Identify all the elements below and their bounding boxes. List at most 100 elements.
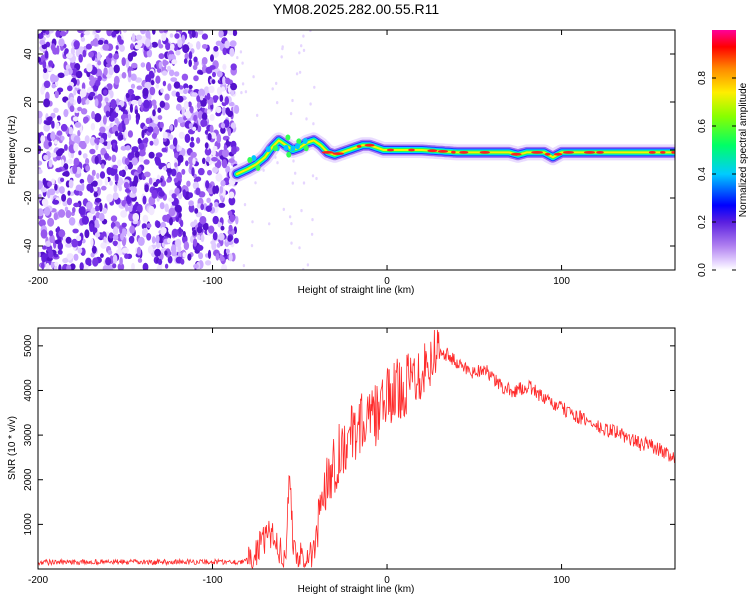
spectrogram-noise-blob	[152, 109, 156, 117]
spectrogram-noise-blob	[228, 30, 233, 36]
spectrogram-faint-point	[302, 181, 306, 185]
spectrogram-noise-blob	[183, 58, 188, 64]
spectrogram-noise-blob	[224, 96, 229, 105]
spectrogram-xtick-label: 100	[553, 276, 570, 287]
spectrogram-faint-point	[276, 161, 279, 165]
spectrogram-noise-blob	[216, 70, 223, 78]
spectrogram-noise-blob	[99, 137, 105, 144]
spectrogram-noise-blob	[194, 208, 199, 214]
spectrogram-noise-blob	[88, 75, 95, 81]
spectrogram-noise-blob	[196, 101, 201, 110]
spectrogram-noise-blob	[151, 132, 157, 139]
spectrogram-signal-blob	[272, 145, 278, 152]
spectrogram-peak-spot	[356, 145, 362, 148]
spectrogram-noise-blob	[60, 123, 68, 132]
spectrogram-noise-blob	[85, 43, 92, 50]
spectrogram-noise-blob	[166, 168, 173, 174]
spectrogram-noise-blob	[173, 197, 179, 207]
spectrogram-faint-point	[282, 207, 285, 211]
spectrogram-noise-blob	[52, 47, 59, 55]
snr-xtick-label: 0	[384, 575, 390, 586]
spectrogram-faint-point	[250, 244, 254, 248]
spectrogram-noise-blob	[70, 47, 75, 55]
spectrogram-noise-blob	[225, 107, 231, 116]
spectrogram-noise-blob	[170, 43, 175, 50]
snr-ytick-label: 4000	[23, 379, 34, 402]
spectrogram-faint-point	[309, 102, 312, 106]
spectrogram-noise-blob	[174, 187, 180, 195]
spectrogram-noise-blob	[43, 67, 48, 73]
spectrogram-noise-blob	[73, 142, 79, 152]
spectrogram-noise-blob	[111, 111, 119, 118]
spectrogram-noise-blob	[206, 92, 211, 101]
spectrogram-noise-blob	[215, 106, 222, 114]
spectrogram-peak-spot	[332, 152, 345, 156]
spectrogram-noise-blob	[164, 250, 168, 256]
spectrogram-noise-blob	[198, 110, 203, 120]
spectrogram-noise-blob	[212, 166, 219, 174]
spectrogram-noise-blob	[190, 151, 197, 158]
spectrogram-noise-blob	[58, 186, 65, 194]
spectrogram-noise-blob	[177, 39, 183, 48]
spectrogram-xlabel: Height of straight line (km)	[298, 285, 415, 296]
spectrogram-noise-blob	[92, 257, 99, 267]
spectrogram-noise-blob	[178, 212, 182, 218]
spectrogram-noise-blob	[124, 117, 130, 125]
spectrogram-noise-blob	[195, 176, 202, 182]
spectrogram-noise-blob	[127, 206, 133, 213]
spectrogram-noise-blob	[181, 73, 189, 81]
spectrogram-noise-blob	[58, 264, 62, 270]
spectrogram-noise-blob	[73, 89, 77, 96]
spectrogram-noise-blob	[227, 235, 233, 242]
spectrogram-noise-blob	[117, 35, 122, 43]
spectrogram-noise-blob	[153, 137, 159, 146]
spectrogram-noise-blob	[188, 101, 192, 108]
spectrogram-noise-blob	[199, 216, 207, 225]
spectrogram-noise-blob	[41, 198, 48, 206]
colorbar-ticks: 0.0 0.2 0.4 0.6 0.8	[697, 71, 736, 277]
spectrogram-noise-blob	[228, 196, 236, 206]
spectrogram-noise-blob	[161, 70, 168, 76]
spectrogram-noise-blob	[171, 90, 178, 97]
spectrogram-noise-blob	[109, 180, 113, 186]
spectrogram-noise-blob	[162, 131, 168, 139]
spectrogram-noise-blob	[137, 137, 142, 145]
spectrogram-faint-point	[240, 91, 243, 95]
spectrogram-noise-blob	[94, 197, 102, 203]
spectrogram-noise-blob	[185, 110, 191, 119]
spectrogram-noise-blob	[191, 30, 196, 38]
spectrogram-noise-blob	[112, 226, 119, 235]
spectrogram-noise-blob	[162, 59, 168, 67]
spectrogram-noise-blob	[228, 224, 233, 232]
spectrogram-noise-blob	[121, 247, 129, 254]
spectrogram-noise-blob	[72, 228, 79, 234]
spectrogram-noise-blob	[113, 184, 118, 193]
spectrogram-noise-blob	[142, 227, 148, 238]
spectrogram-noise-blob	[198, 88, 206, 98]
spectrogram-peak-spot	[531, 151, 544, 154]
spectrogram-noise-blob	[193, 238, 198, 247]
spectrogram-noise-blob	[78, 54, 83, 63]
spectrogram-faint-point	[244, 90, 248, 94]
spectrogram-noise-blob	[90, 207, 96, 215]
spectrogram-noise-blob	[212, 49, 219, 58]
spectrogram-noise-blob	[121, 57, 126, 67]
spectrogram-xtick-label: 0	[384, 276, 390, 287]
spectrogram-noise-blob	[215, 252, 220, 261]
spectrogram-faint-point	[288, 215, 292, 219]
spectrogram-noise-blob	[89, 91, 96, 97]
spectrogram-noise-blob	[111, 31, 117, 38]
spectrogram-noise-blob	[40, 135, 46, 144]
spectrogram-noise-blob	[101, 163, 105, 169]
spectrogram-noise-blob	[159, 100, 166, 108]
spectrogram-noise-blob	[161, 147, 168, 153]
spectrogram-faint-point	[292, 159, 295, 163]
spectrogram-noise-blob	[89, 148, 96, 155]
spectrogram-noise-blob	[78, 150, 82, 156]
spectrogram-noise-blob	[76, 79, 80, 86]
spectrogram-noise-blob	[204, 142, 209, 149]
spectrogram-noise-blob	[210, 132, 217, 139]
colorbar-tick-label: 0.8	[697, 71, 708, 85]
spectrogram-noise-blob	[207, 133, 212, 141]
